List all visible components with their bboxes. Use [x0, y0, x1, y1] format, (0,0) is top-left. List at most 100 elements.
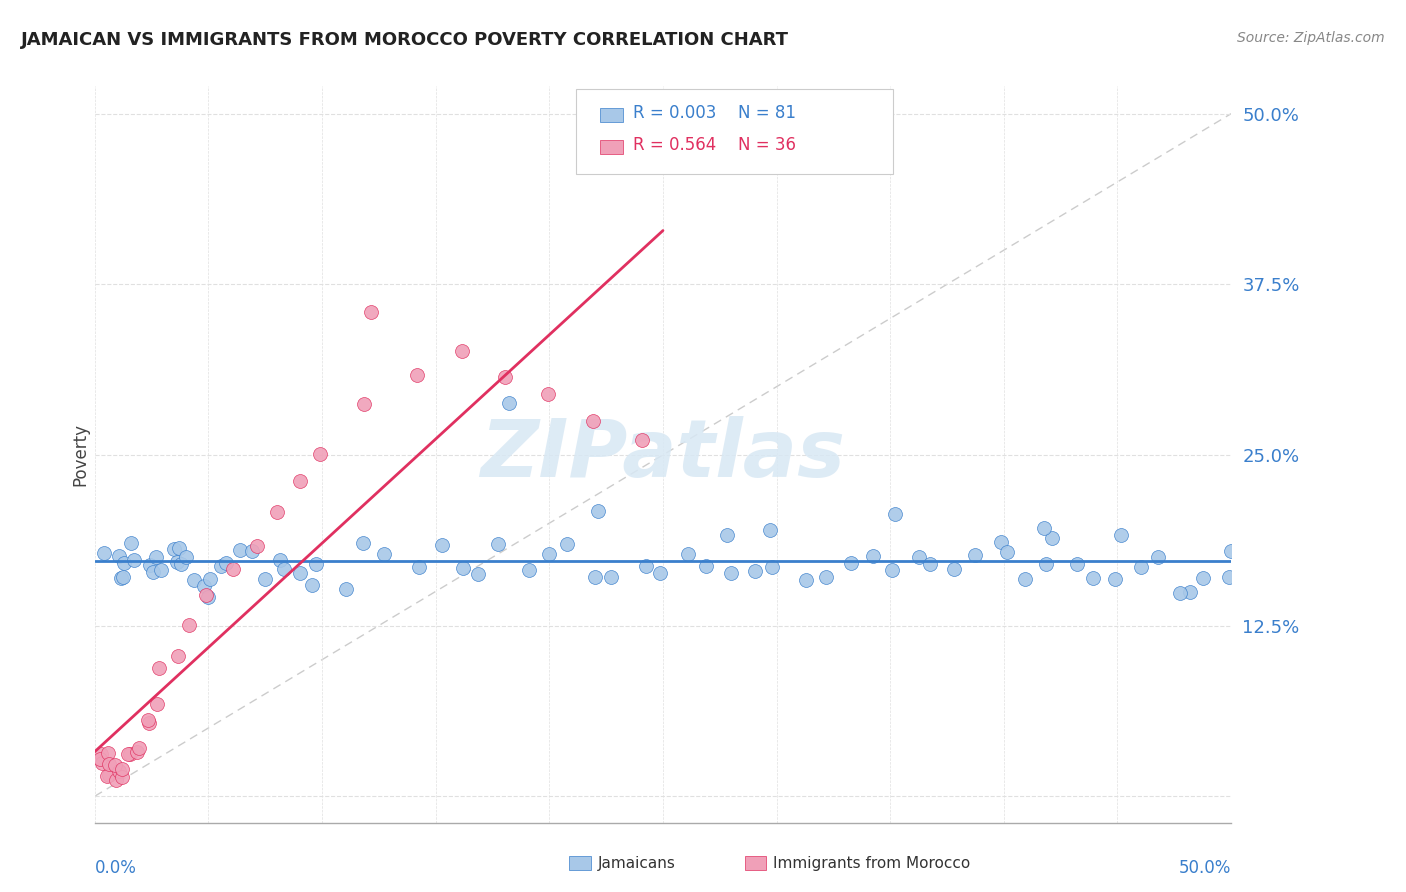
Point: [104, 758, 127, 772]
Point: [110, 571, 132, 585]
Point: [1066, 557, 1088, 571]
Point: [122, 552, 145, 566]
Point: [163, 541, 186, 556]
Point: [634, 559, 657, 574]
Point: [794, 573, 817, 587]
Point: [183, 573, 205, 587]
Point: [197, 591, 219, 605]
Point: [839, 556, 862, 570]
Point: [744, 564, 766, 578]
Point: [759, 524, 782, 538]
Text: R = 0.003: R = 0.003: [633, 104, 716, 122]
Point: [1168, 586, 1191, 600]
Point: [269, 553, 291, 567]
Point: [1191, 571, 1213, 585]
Point: [648, 566, 671, 581]
Point: [995, 545, 1018, 559]
Text: N = 81: N = 81: [738, 104, 796, 122]
Point: [170, 558, 193, 572]
Point: [91, 756, 114, 770]
Point: [97, 756, 120, 771]
Text: JAMAICAN VS IMMIGRANTS FROM MOROCCO POVERTY CORRELATION CHART: JAMAICAN VS IMMIGRANTS FROM MOROCCO POVE…: [21, 31, 789, 49]
Point: [146, 698, 169, 712]
Point: [308, 447, 330, 461]
Point: [138, 716, 160, 731]
Point: [301, 578, 323, 592]
Point: [128, 740, 150, 755]
Point: [111, 770, 134, 784]
Point: [127, 745, 149, 759]
Point: [97, 747, 120, 761]
Point: [150, 563, 173, 577]
Point: [93, 546, 115, 560]
Point: [142, 565, 165, 579]
Point: [105, 772, 128, 787]
Text: ZIPatlas: ZIPatlas: [481, 416, 845, 494]
Point: [335, 582, 357, 596]
Point: [288, 474, 311, 488]
Point: [117, 747, 139, 761]
Text: 50.0%: 50.0%: [1178, 859, 1232, 877]
Point: [963, 549, 986, 563]
Point: [1129, 560, 1152, 574]
Point: [179, 617, 201, 632]
Point: [990, 535, 1012, 549]
Point: [148, 661, 170, 675]
Point: [96, 769, 118, 783]
Point: [405, 368, 427, 383]
Point: [139, 558, 162, 573]
Point: [814, 569, 837, 583]
Point: [108, 549, 131, 563]
Point: [193, 580, 215, 594]
Text: Source: ZipAtlas.com: Source: ZipAtlas.com: [1237, 31, 1385, 45]
Point: [467, 567, 489, 582]
Point: [676, 547, 699, 561]
Point: [1178, 585, 1201, 599]
Point: [305, 557, 328, 571]
Point: [1081, 571, 1104, 585]
Point: [588, 504, 610, 518]
Text: 0.0%: 0.0%: [94, 859, 136, 877]
Point: [1218, 570, 1240, 584]
Point: [111, 763, 134, 777]
Point: [451, 343, 474, 358]
Text: Jamaicans: Jamaicans: [598, 856, 675, 871]
Point: [430, 538, 453, 552]
Point: [582, 414, 605, 428]
Point: [174, 549, 197, 564]
Point: [1147, 550, 1170, 565]
Point: [517, 563, 540, 577]
Point: [373, 547, 395, 561]
Point: [761, 559, 783, 574]
Point: [90, 747, 112, 761]
Point: [600, 570, 623, 584]
Point: [145, 550, 167, 565]
Point: [537, 547, 560, 561]
Point: [1104, 572, 1126, 586]
Point: [198, 573, 221, 587]
Point: [353, 397, 375, 411]
Point: [943, 561, 966, 575]
Point: [1220, 543, 1243, 558]
Point: [352, 536, 374, 550]
Point: [360, 305, 382, 319]
Point: [120, 536, 142, 550]
Point: [494, 370, 516, 384]
Point: [862, 549, 884, 564]
Point: [720, 566, 742, 581]
Point: [253, 572, 276, 586]
Point: [120, 747, 142, 761]
Point: [918, 558, 941, 572]
Point: [209, 559, 232, 574]
Point: [240, 543, 263, 558]
Point: [108, 764, 131, 778]
Text: R = 0.564: R = 0.564: [633, 136, 716, 154]
Point: [195, 588, 218, 602]
Point: [167, 541, 190, 556]
Point: [1042, 531, 1064, 545]
Point: [273, 562, 295, 576]
Text: Immigrants from Morocco: Immigrants from Morocco: [773, 856, 970, 871]
Point: [695, 558, 717, 573]
Point: [98, 768, 121, 782]
Point: [1033, 520, 1056, 534]
